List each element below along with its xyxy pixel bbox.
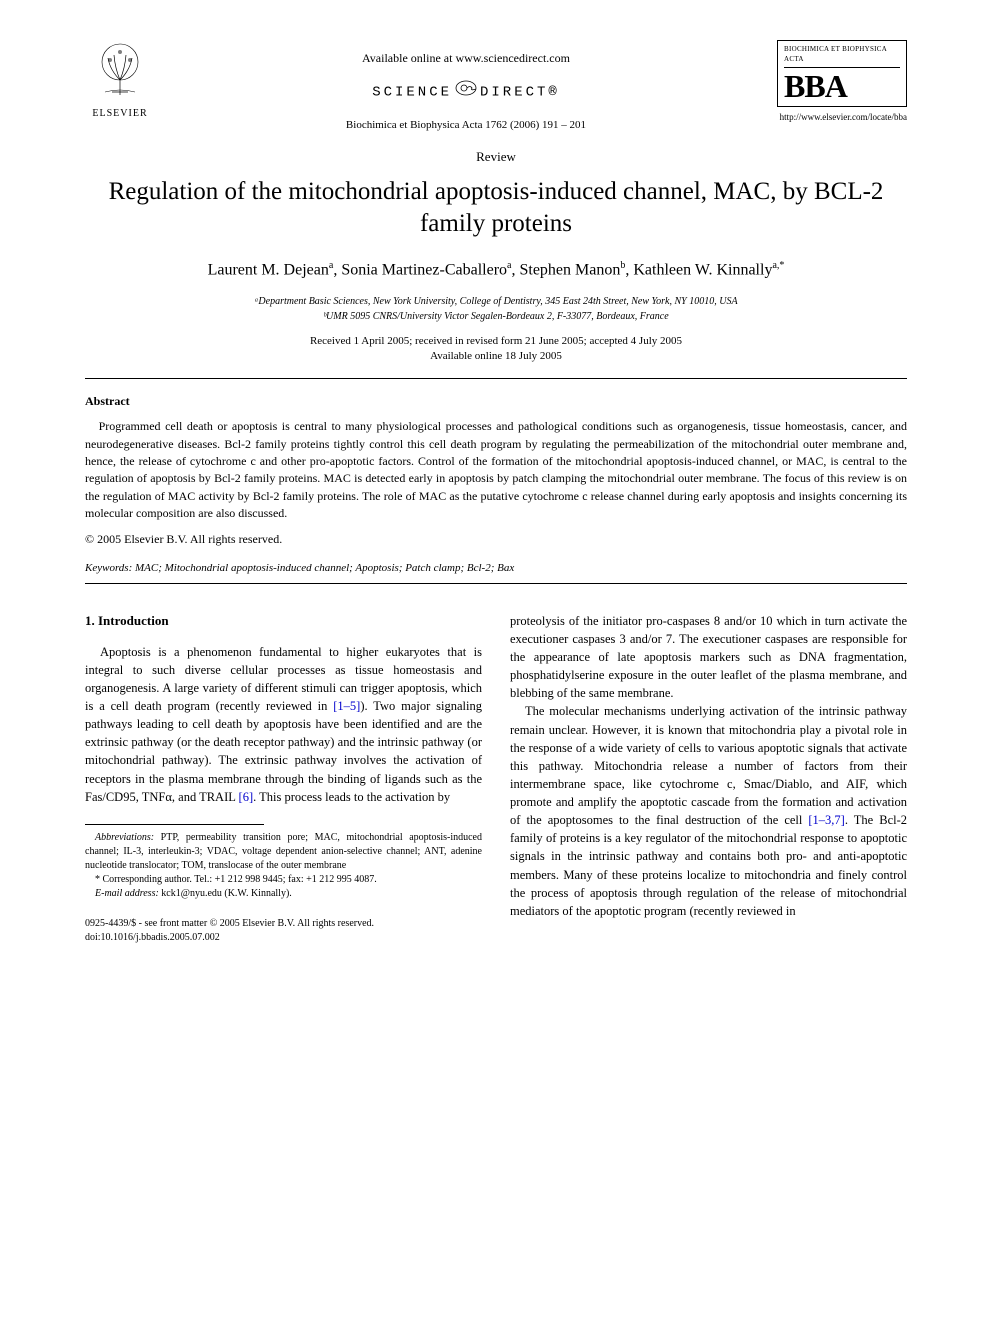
at-symbol-icon bbox=[452, 79, 480, 105]
ref-link-1-3-7[interactable]: [1–3,7] bbox=[808, 813, 844, 827]
email-value: kck1@nyu.edu (K.W. Kinnally). bbox=[159, 888, 292, 899]
page-footer: 0925-4439/$ - see front matter © 2005 El… bbox=[85, 917, 482, 945]
article-type: Review bbox=[85, 148, 907, 166]
abstract-body: Programmed cell death or apoptosis is ce… bbox=[85, 419, 907, 520]
ref-link-6[interactable]: [6] bbox=[239, 790, 254, 804]
intro-text-1c: . This process leads to the activation b… bbox=[253, 790, 450, 804]
article-dates: Received 1 April 2005; received in revis… bbox=[85, 334, 907, 365]
front-matter-line: 0925-4439/$ - see front matter © 2005 El… bbox=[85, 917, 482, 931]
header-center: Available online at www.sciencedirect.co… bbox=[155, 40, 777, 134]
bba-box: BIOCHIMICA ET BIOPHYSICA ACTA BBA bbox=[777, 40, 907, 107]
elsevier-label: ELSEVIER bbox=[85, 107, 155, 121]
affiliation-a: ᵃDepartment Basic Sciences, New York Uni… bbox=[85, 294, 907, 309]
authors-line: Laurent M. Dejeana, Sonia Martinez-Cabal… bbox=[85, 259, 907, 282]
dates-received: Received 1 April 2005; received in revis… bbox=[85, 334, 907, 349]
bba-fullname: BIOCHIMICA ET BIOPHYSICA ACTA bbox=[784, 45, 900, 68]
bba-logo-block: BIOCHIMICA ET BIOPHYSICA ACTA BBA http:/… bbox=[777, 40, 907, 123]
footnote-divider bbox=[85, 824, 264, 825]
dates-online: Available online 18 July 2005 bbox=[85, 349, 907, 364]
sciencedirect-left: SCIENCE bbox=[372, 84, 452, 100]
elsevier-logo: ELSEVIER bbox=[85, 40, 155, 121]
body-columns: 1. Introduction Apoptosis is a phenomeno… bbox=[85, 612, 907, 945]
right-p1: proteolysis of the initiator pro-caspase… bbox=[510, 612, 907, 703]
abstract-copyright: © 2005 Elsevier B.V. All rights reserved… bbox=[85, 531, 907, 548]
journal-citation: Biochimica et Biophysica Acta 1762 (2006… bbox=[155, 118, 777, 133]
sciencedirect-right: DIRECT® bbox=[480, 84, 560, 100]
abstract-heading: Abstract bbox=[85, 393, 907, 410]
bba-acronym: BBA bbox=[784, 70, 900, 102]
intro-text-1b: ). Two major signaling pathways leading … bbox=[85, 699, 482, 804]
right-p2: The molecular mechanisms underlying acti… bbox=[510, 702, 907, 920]
left-column: 1. Introduction Apoptosis is a phenomeno… bbox=[85, 612, 482, 945]
sciencedirect-logo: SCIENCE DIRECT® bbox=[155, 79, 777, 105]
page-header: ELSEVIER Available online at www.science… bbox=[85, 40, 907, 134]
abbreviations-footnote: Abbreviations: PTP, permeability transit… bbox=[85, 831, 482, 873]
footnotes-block: Abbreviations: PTP, permeability transit… bbox=[85, 831, 482, 901]
bba-url: http://www.elsevier.com/locate/bba bbox=[777, 111, 907, 124]
keywords-line: Keywords: MAC; Mitochondrial apoptosis-i… bbox=[85, 561, 907, 576]
keywords-label: Keywords: bbox=[85, 562, 132, 574]
affiliations: ᵃDepartment Basic Sciences, New York Uni… bbox=[85, 294, 907, 324]
abbreviations-label: Abbreviations: bbox=[95, 832, 154, 843]
divider bbox=[85, 378, 907, 379]
email-label: E-mail address: bbox=[95, 888, 159, 899]
keywords-list: MAC; Mitochondrial apoptosis-induced cha… bbox=[135, 562, 514, 574]
abstract-text: Programmed cell death or apoptosis is ce… bbox=[85, 418, 907, 522]
ref-link-1-5[interactable]: [1–5] bbox=[333, 699, 360, 713]
email-footnote: E-mail address: kck1@nyu.edu (K.W. Kinna… bbox=[85, 887, 482, 901]
right-p2b: . The Bcl-2 family of proteins is a key … bbox=[510, 813, 907, 918]
intro-paragraph-1: Apoptosis is a phenomenon fundamental to… bbox=[85, 643, 482, 806]
elsevier-tree-icon bbox=[90, 40, 150, 100]
corresponding-author: * Corresponding author. Tel.: +1 212 998… bbox=[85, 873, 482, 887]
section-1-heading: 1. Introduction bbox=[85, 612, 482, 631]
affiliation-b: ᵇUMR 5095 CNRS/University Victor Segalen… bbox=[85, 309, 907, 324]
doi-line: doi:10.1016/j.bbadis.2005.07.002 bbox=[85, 931, 482, 945]
right-p2a: The molecular mechanisms underlying acti… bbox=[510, 704, 907, 827]
right-column: proteolysis of the initiator pro-caspase… bbox=[510, 612, 907, 945]
divider bbox=[85, 583, 907, 584]
available-online-text: Available online at www.sciencedirect.co… bbox=[155, 50, 777, 67]
article-title: Regulation of the mitochondrial apoptosi… bbox=[85, 176, 907, 241]
